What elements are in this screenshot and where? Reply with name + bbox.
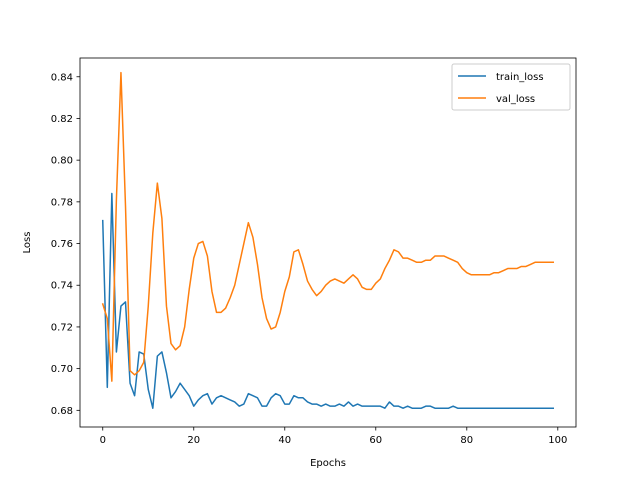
y-tick-label: 0.84 xyxy=(51,72,73,83)
series-line-val-loss xyxy=(101,71,554,382)
y-axis-ticks: 0.68 0.70 0.72 0.74 0.76 0.78 0.80 0.82 0.84 xyxy=(51,72,80,417)
y-tick-label: 0.68 xyxy=(51,406,73,417)
x-tick-label: 80 xyxy=(460,435,473,446)
x-tick-label: 20 xyxy=(187,435,200,446)
x-tick-label: 40 xyxy=(278,435,291,446)
x-axis-ticks: 0 20 40 60 80 100 xyxy=(100,427,567,446)
series-layer xyxy=(101,71,554,409)
series-line-train-loss xyxy=(101,192,554,409)
plot-area xyxy=(80,58,576,427)
y-tick-label: 0.72 xyxy=(51,322,73,333)
y-tick-label: 0.70 xyxy=(51,364,73,375)
y-tick-label: 0.80 xyxy=(51,156,73,167)
x-tick-label: 100 xyxy=(548,435,567,446)
x-tick-label: 0 xyxy=(100,435,106,446)
y-tick-label: 0.74 xyxy=(51,281,73,292)
y-tick-label: 0.78 xyxy=(51,197,73,208)
legend-label-train-loss: train_loss xyxy=(496,72,544,83)
plot-frame xyxy=(79,57,577,428)
y-tick-label: 0.76 xyxy=(51,239,73,250)
legend-label-val-loss: val_loss xyxy=(496,94,535,105)
legend: train_loss val_loss xyxy=(451,63,571,111)
x-axis-label: Epochs xyxy=(310,458,346,469)
x-tick-label: 60 xyxy=(369,435,382,446)
y-axis-label: Loss xyxy=(22,232,33,254)
y-tick-label: 0.82 xyxy=(51,114,73,125)
